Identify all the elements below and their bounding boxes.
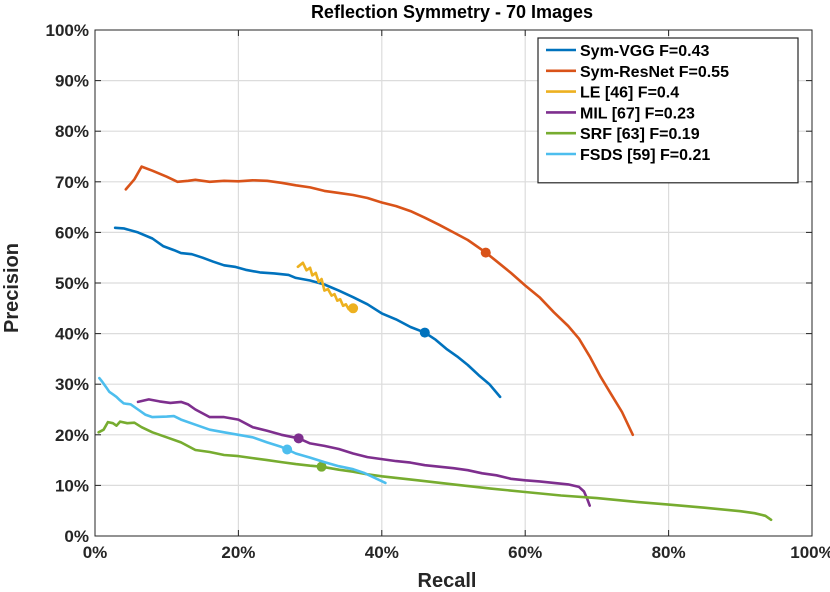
y-tick-label: 80% (55, 122, 89, 141)
f-measure-marker-5 (282, 444, 293, 455)
x-tick-label: 0% (83, 543, 108, 562)
y-tick-label: 100% (46, 21, 89, 40)
legend-label: Sym-VGG F=0.43 (580, 43, 709, 60)
series-line-0 (113, 226, 502, 399)
x-axis-label: Recall (418, 570, 477, 592)
y-axis-ticks: 0% 10% 20% 30% 40% 50% 60% 70% 80% 90% 100% (46, 21, 812, 546)
x-tick-label: 20% (221, 543, 255, 562)
y-tick-label: 70% (55, 173, 89, 192)
legend-label: FSDS [59] F=0.21 (580, 147, 710, 164)
y-tick-label: 30% (55, 375, 89, 394)
series-line-5 (98, 376, 387, 485)
legend-box (537, 37, 799, 184)
y-axis-label: Precision (1, 243, 23, 333)
x-tick-label: 100% (790, 543, 830, 562)
series-line-2 (296, 261, 355, 311)
y-tick-label: 0% (64, 527, 89, 546)
f-measure-marker-1 (480, 247, 491, 258)
f-measure-marker-4 (316, 461, 327, 472)
x-tick-label: 60% (508, 543, 542, 562)
series-line-3 (136, 398, 591, 507)
y-tick-label: 20% (55, 426, 89, 445)
y-tick-label: 50% (55, 274, 89, 293)
series-line-1 (124, 165, 635, 437)
legend: Sym-VGG F=0.43 Sym-ResNet F=0.55 LE [46] F… (537, 37, 799, 184)
x-axis-ticks: 0% 20% 40% 60% 80% 100% (83, 30, 830, 562)
y-tick-label: 60% (55, 223, 89, 242)
f-measure-marker-3 (293, 433, 304, 444)
legend-label: Sym-ResNet F=0.55 (580, 64, 729, 81)
y-tick-label: 10% (55, 476, 89, 495)
series-layer (97, 165, 773, 522)
x-tick-label: 40% (365, 543, 399, 562)
series-line-4 (97, 420, 773, 522)
f-measure-marker-2 (348, 303, 359, 314)
x-tick-label: 80% (652, 543, 686, 562)
legend-label: LE [46] F=0.4 (580, 85, 679, 102)
y-tick-label: 90% (55, 72, 89, 91)
chart-title: Reflection Symmetry - 70 Images (311, 2, 593, 22)
grid-lines (95, 30, 812, 536)
legend-label: MIL [67] F=0.23 (580, 105, 695, 122)
y-tick-label: 40% (55, 325, 89, 344)
legend-label: SRF [63] F=0.19 (580, 126, 700, 143)
f-measure-marker-0 (419, 327, 430, 338)
